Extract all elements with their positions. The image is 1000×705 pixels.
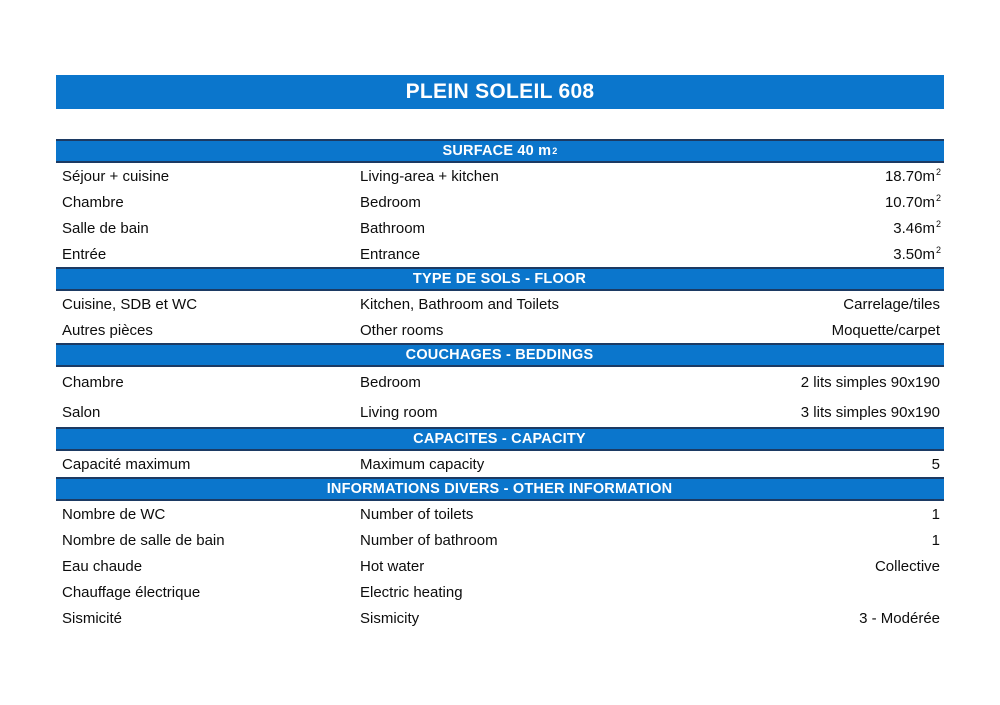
cell-value: Collective <box>874 557 940 575</box>
page-title: PLEIN SOLEIL 608 <box>405 80 595 103</box>
section-header-other-info: INFORMATIONS DIVERS - OTHER INFORMATION <box>56 477 944 501</box>
cell-value: 1 <box>931 531 940 549</box>
value-superscript: 2 <box>935 218 941 229</box>
cell-label-en: Number of bathroom <box>360 531 498 549</box>
cell-value: 10.70m2 <box>884 192 941 211</box>
table-row-nombre-wc: Nombre de WC Number of toilets 1 <box>56 501 944 527</box>
cell-label-fr: Nombre de salle de bain <box>62 531 225 549</box>
cell-value: 3.46m2 <box>893 218 941 237</box>
table-row-salle-de-bain: Salle de bain Bathroom 3.46m2 <box>56 215 944 241</box>
cell-label-fr: Cuisine, SDB et WC <box>62 295 198 313</box>
section-header-label: COUCHAGES - BEDDINGS <box>405 347 594 363</box>
cell-label-en: Hot water <box>360 557 425 575</box>
cell-label-en: Kitchen, Bathroom and Toilets <box>360 295 560 313</box>
cell-value: 3 lits simples 90x190 <box>800 403 940 421</box>
table-row-sismicite: Sismicité Sismicity 3 - Modérée <box>56 605 944 631</box>
cell-label-en: Bathroom <box>360 219 426 237</box>
cell-label-fr: Sismicité <box>62 609 123 627</box>
cell-label-en: Sismicity <box>360 609 420 627</box>
cell-label-en: Living room <box>360 403 438 421</box>
section-beddings: COUCHAGES - BEDDINGS Chambre Bedroom 2 l… <box>56 343 944 427</box>
cell-label-fr: Capacité maximum <box>62 455 191 473</box>
cell-label-en: Bedroom <box>360 373 421 391</box>
cell-label-en: Entrance <box>360 245 421 263</box>
cell-label-fr: Nombre de WC <box>62 505 166 523</box>
section-header-label: TYPE DE SOLS - FLOOR <box>412 271 587 287</box>
section-header-beddings: COUCHAGES - BEDDINGS <box>56 343 944 367</box>
value-superscript: 2 <box>935 166 941 177</box>
title-bar: PLEIN SOLEIL 608 <box>56 75 944 109</box>
cell-label-en: Electric heating <box>360 583 463 601</box>
section-capacity: CAPACITES - CAPACITY Capacité maximum Ma… <box>56 427 944 477</box>
section-floor: TYPE DE SOLS - FLOOR Cuisine, SDB et WC … <box>56 267 944 343</box>
cell-label-fr: Chambre <box>62 373 124 391</box>
section-header-capacity: CAPACITES - CAPACITY <box>56 427 944 451</box>
table-row-nombre-salle-de-bain: Nombre de salle de bain Number of bathro… <box>56 527 944 553</box>
table-row-chambre-surface: Chambre Bedroom 10.70m2 <box>56 189 944 215</box>
section-header-floor: TYPE DE SOLS - FLOOR <box>56 267 944 291</box>
table-row-capacite-maximum: Capacité maximum Maximum capacity 5 <box>56 451 944 477</box>
table-row-sejour-cuisine: Séjour + cuisine Living-area + kitchen 1… <box>56 163 944 189</box>
cell-value: Moquette/carpet <box>831 321 940 339</box>
cell-label-fr: Salon <box>62 403 101 421</box>
value-superscript: 2 <box>935 192 941 203</box>
cell-label-en: Maximum capacity <box>360 455 485 473</box>
cell-label-fr: Salle de bain <box>62 219 149 237</box>
section-other-info: INFORMATIONS DIVERS - OTHER INFORMATION … <box>56 477 944 631</box>
cell-label-fr: Chambre <box>62 193 124 211</box>
table-row-chambre-beds: Chambre Bedroom 2 lits simples 90x190 <box>56 367 944 397</box>
cell-label-en: Living-area + kitchen <box>360 167 499 185</box>
section-header-label: INFORMATIONS DIVERS - OTHER INFORMATION <box>326 481 673 497</box>
cell-value <box>940 584 944 601</box>
cell-label-fr: Séjour + cuisine <box>62 167 170 185</box>
cell-value: 3 - Modérée <box>859 609 940 627</box>
cell-label-fr: Chauffage électrique <box>62 583 201 601</box>
cell-value: 5 <box>931 455 940 473</box>
cell-value: 3.50m2 <box>893 244 941 263</box>
section-header-label: CAPACITES - CAPACITY <box>413 431 586 447</box>
cell-value: Carrelage/tiles <box>843 295 940 313</box>
cell-label-fr: Eau chaude <box>62 557 143 575</box>
cell-label-en: Number of toilets <box>360 505 474 523</box>
table-row-salon-beds: Salon Living room 3 lits simples 90x190 <box>56 397 944 427</box>
cell-label-fr: Autres pièces <box>62 321 153 339</box>
section-header-label: SURFACE 40 m <box>442 143 552 159</box>
value-superscript: 2 <box>935 244 941 255</box>
cell-label-fr: Entrée <box>62 245 107 263</box>
cell-value: 2 lits simples 90x190 <box>800 373 940 391</box>
cell-value: 1 <box>931 505 940 523</box>
cell-label-en: Other rooms <box>360 321 444 339</box>
table-row-entree: Entrée Entrance 3.50m2 <box>56 241 944 267</box>
cell-value: 18.70m2 <box>884 166 941 185</box>
table-row-autres-pieces: Autres pièces Other rooms Moquette/carpe… <box>56 317 944 343</box>
table-row-chauffage-electrique: Chauffage électrique Electric heating <box>56 579 944 605</box>
table-row-cuisine-sdb-wc: Cuisine, SDB et WC Kitchen, Bathroom and… <box>56 291 944 317</box>
table-row-eau-chaude: Eau chaude Hot water Collective <box>56 553 944 579</box>
cell-label-en: Bedroom <box>360 193 421 211</box>
